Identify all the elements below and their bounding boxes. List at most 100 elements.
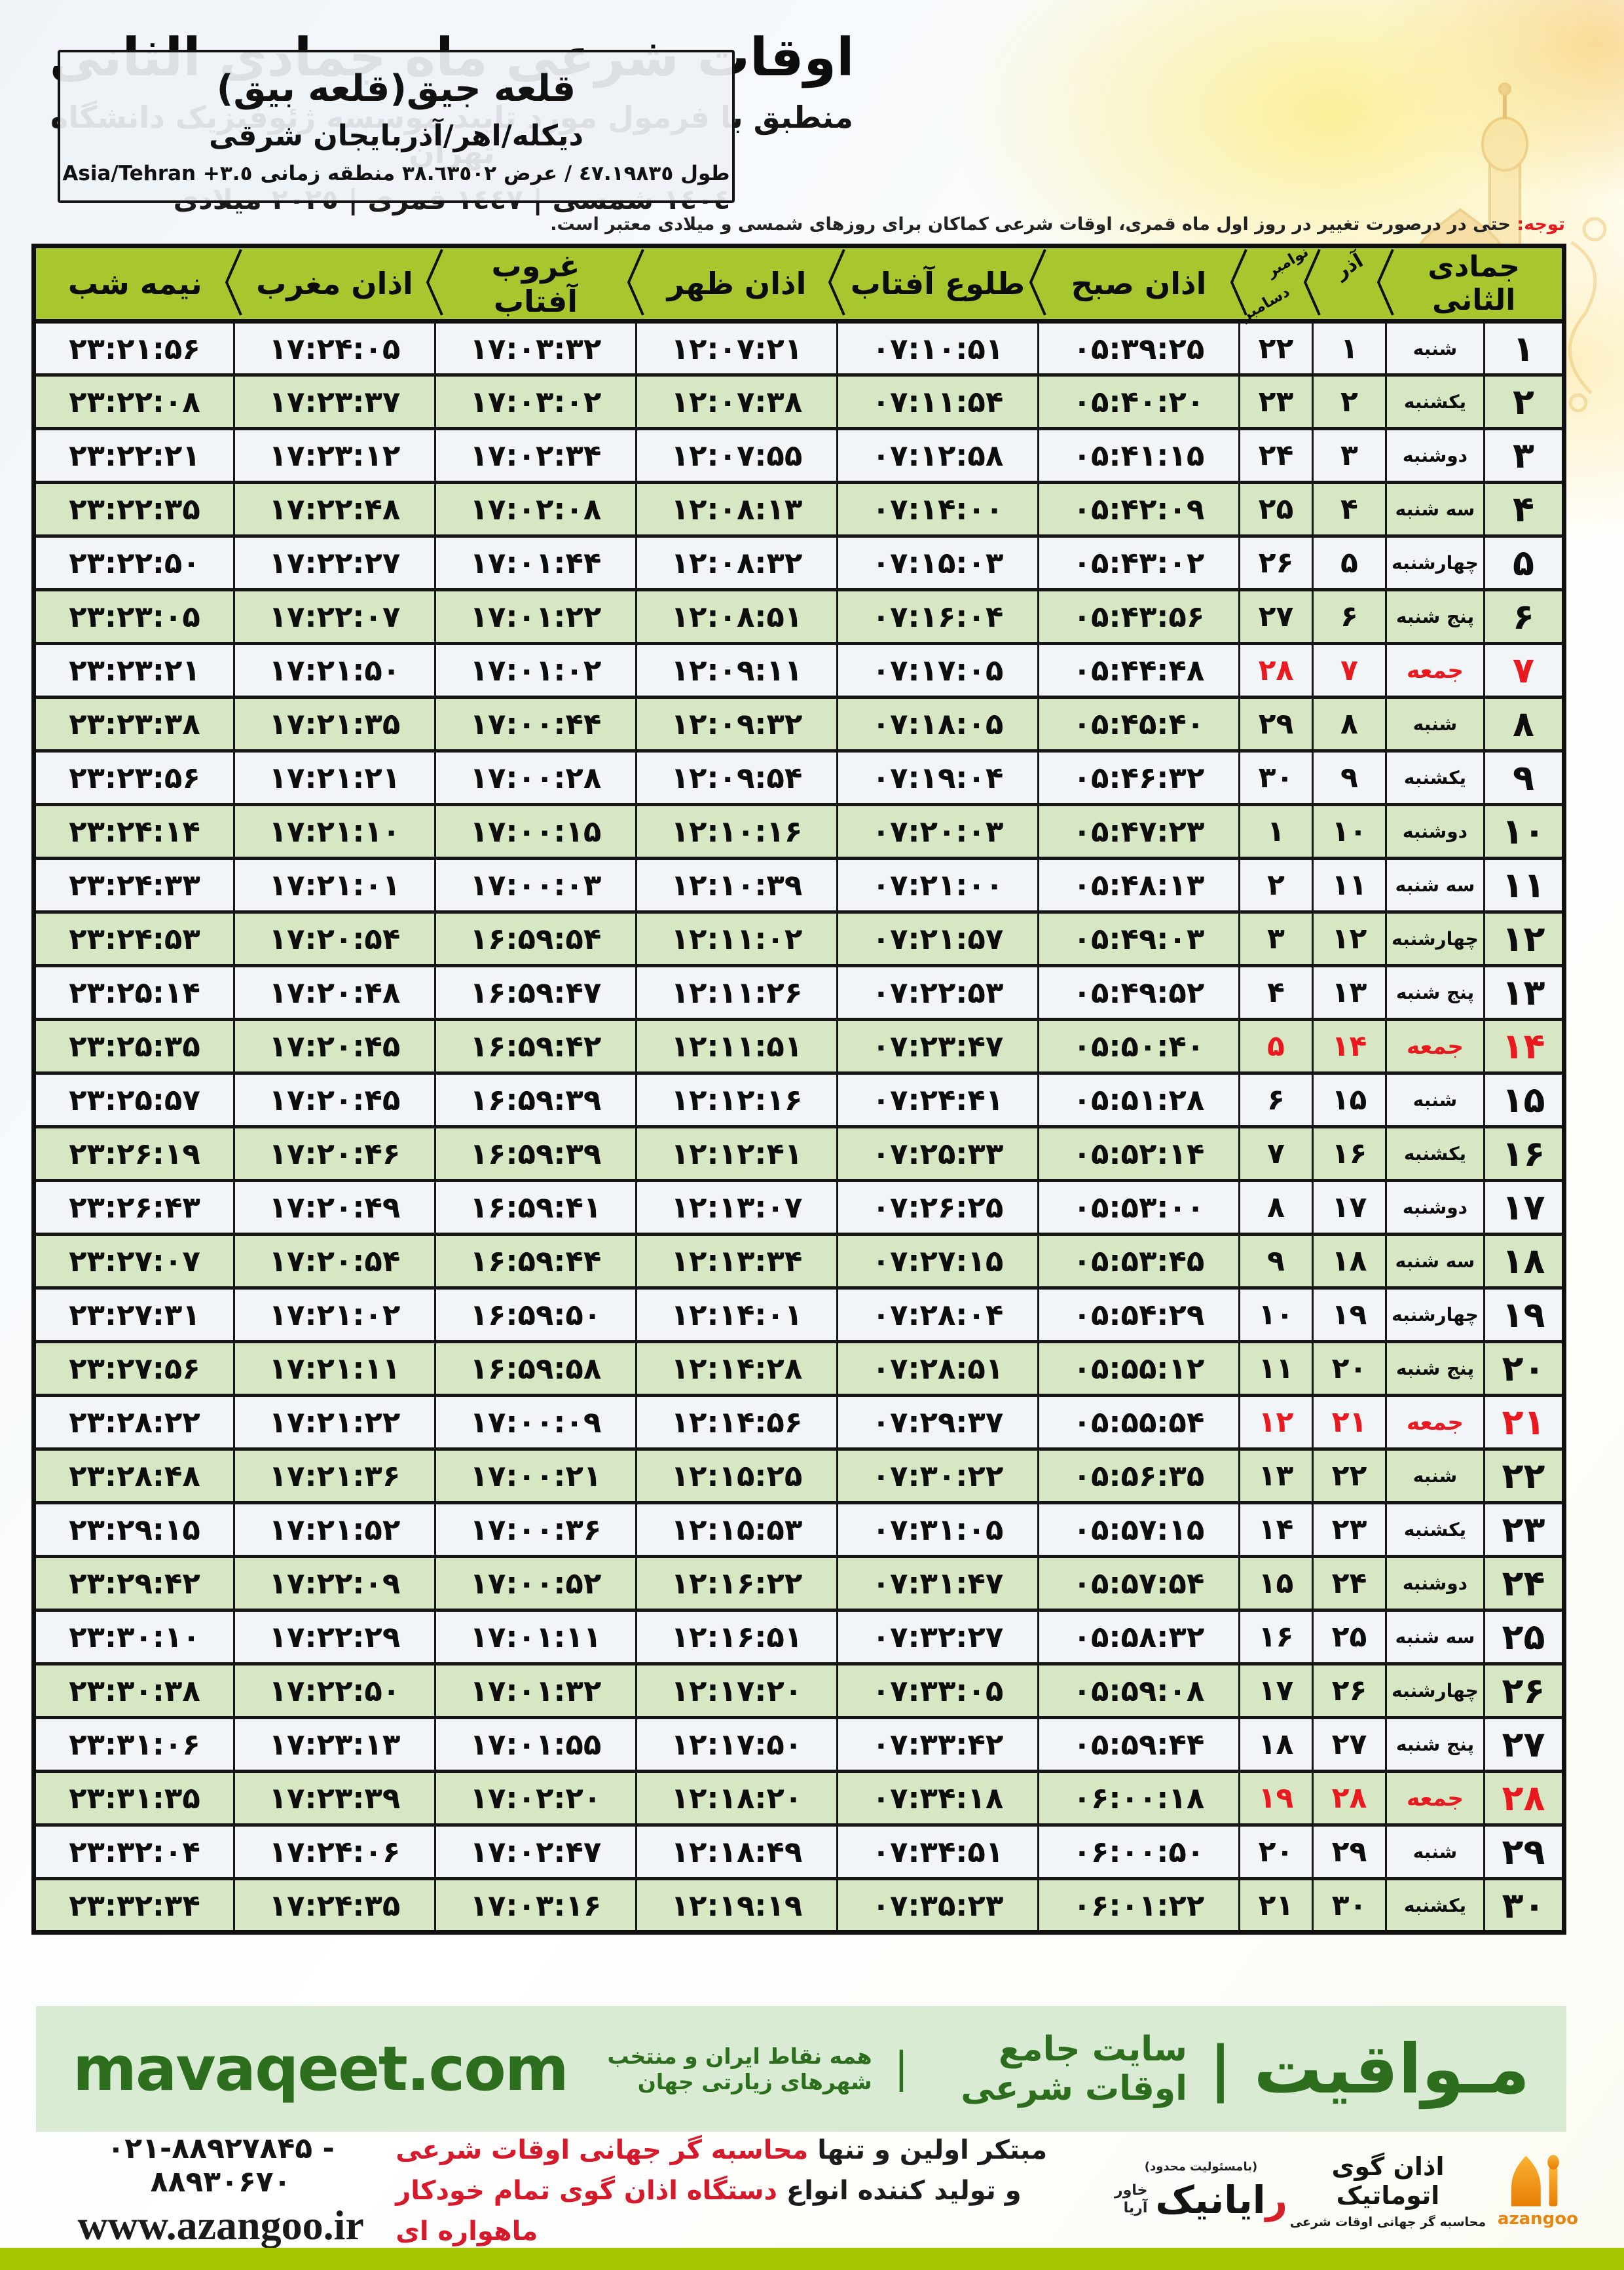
cell-jumada: ۱۳: [1483, 964, 1565, 1021]
cell-weekday: پنج شنبه: [1384, 964, 1486, 1021]
column-header-sunset-label: غروب آفتاب: [491, 248, 580, 319]
cell-jumada: ۲۹: [1483, 1823, 1565, 1880]
column-header-jumada: جمادی الثانی: [1377, 246, 1564, 324]
cell-azar: ۱: [1311, 320, 1387, 377]
cell-zohr: ۱۲:۱۴:۲۸: [635, 1340, 838, 1397]
column-header-midnight-label: نیمه شب: [67, 266, 202, 301]
cell-maghreb: ۱۷:۲۳:۳۹: [232, 1770, 436, 1827]
cell-sunrise: ۰۷:۱۷:۰۵: [836, 642, 1039, 699]
cell-midnight: ۲۳:۳۱:۰۶: [32, 1716, 235, 1773]
cell-jumada: ۸: [1483, 696, 1565, 753]
cell-azar: ۱۸: [1311, 1233, 1387, 1290]
cell-sunset: ۱۷:۰۰:۳۶: [434, 1501, 637, 1558]
rayanik-name: رایانیک: [1155, 2178, 1287, 2222]
rayanik-note: (بامسئولیت محدود): [1144, 2159, 1258, 2174]
cell-sunrise: ۰۷:۲۸:۰۴: [836, 1286, 1039, 1343]
promo-line2-black: و تولید کننده انواع: [786, 2176, 1022, 2206]
cell-azar: ۷: [1311, 642, 1387, 699]
azangoo-texts: اذان گوی اتوماتیک محاسبه گر جهانی اوقات …: [1287, 2152, 1488, 2229]
cell-midnight: ۲۳:۲۷:۵۶: [32, 1340, 235, 1397]
cell-greg: ۱۱: [1238, 1340, 1314, 1397]
cell-zohr: ۱۲:۱۰:۳۹: [635, 857, 838, 914]
cell-sunset: ۱۷:۰۰:۲۸: [434, 749, 637, 806]
cell-greg: ۲۷: [1238, 588, 1314, 645]
cell-midnight: ۲۳:۲۹:۱۵: [32, 1501, 235, 1558]
footer-strip: azangoo اذان گوی اتوماتیک محاسبه گر جهان…: [0, 2132, 1624, 2248]
azangoo-icon-wrap: azangoo: [1498, 2153, 1578, 2229]
cell-azar: ۸: [1311, 696, 1387, 753]
cell-greg: ۱۴: [1238, 1501, 1314, 1558]
column-header-sunrise: طلوع آفتاب: [828, 246, 1039, 324]
cell-weekday: پنج شنبه: [1384, 588, 1486, 645]
cell-zohr: ۱۲:۱۹:۱۹: [635, 1877, 838, 1934]
cell-zohr: ۱۲:۱۴:۰۱: [635, 1286, 838, 1343]
cell-midnight: ۲۳:۲۹:۴۲: [32, 1555, 235, 1612]
cell-sobh: ۰۶:۰۰:۱۸: [1037, 1770, 1240, 1827]
column-header-sunset: غروب آفتاب: [426, 246, 637, 324]
cell-weekday: یکشنبه: [1384, 749, 1486, 806]
cell-sunset: ۱۶:۵۹:۵۸: [434, 1340, 637, 1397]
cell-sunrise: ۰۷:۱۴:۰۰: [836, 481, 1039, 538]
cell-jumada: ۲۶: [1483, 1662, 1565, 1719]
cell-maghreb: ۱۷:۲۴:۰۵: [232, 320, 436, 377]
cell-maghreb: ۱۷:۲۳:۳۷: [232, 373, 436, 430]
cell-sunset: ۱۶:۵۹:۴۲: [434, 1018, 637, 1075]
cell-azar: ۲۸: [1311, 1770, 1387, 1827]
cell-zohr: ۱۲:۰۷:۲۱: [635, 320, 838, 377]
cell-zohr: ۱۲:۱۲:۱۶: [635, 1071, 838, 1128]
location-box: قلعه جیق(قلعه بیق) دیکله/اهر/آذربایجان ش…: [58, 50, 735, 203]
cell-midnight: ۲۳:۲۲:۰۸: [32, 373, 235, 430]
cell-weekday: دوشنبه: [1384, 1179, 1486, 1236]
cell-greg: ۴: [1238, 964, 1314, 1021]
cell-greg: ۲۳: [1238, 373, 1314, 430]
cell-azar: ۱۳: [1311, 964, 1387, 1021]
cell-sunset: ۱۷:۰۰:۰۳: [434, 857, 637, 914]
mosque-dome-icon: [1511, 2155, 1560, 2206]
cell-midnight: ۲۳:۳۲:۳۴: [32, 1877, 235, 1934]
cell-maghreb: ۱۷:۲۱:۳۵: [232, 696, 436, 753]
cell-sobh: ۰۵:۴۳:۰۲: [1037, 534, 1240, 591]
cell-weekday: پنج شنبه: [1384, 1340, 1486, 1397]
column-header-azar-label: آذر: [1331, 249, 1367, 284]
cell-jumada: ۲۷: [1483, 1716, 1565, 1773]
cell-jumada: ۱۲: [1483, 910, 1565, 967]
cell-jumada: ۱۹: [1483, 1286, 1565, 1343]
cell-zohr: ۱۲:۱۷:۵۰: [635, 1716, 838, 1773]
cell-greg: ۵: [1238, 1018, 1314, 1075]
cell-maghreb: ۱۷:۲۲:۰۹: [232, 1555, 436, 1612]
cell-azar: ۲۳: [1311, 1501, 1387, 1558]
cell-sunrise: ۰۷:۲۴:۴۱: [836, 1071, 1039, 1128]
table-row: ۳ دوشنبه ۳ ۲۴ ۰۵:۴۱:۱۵ ۰۷:۱۲:۵۸ ۱۲:۰۷:۵۵ ۱۷:۰۲:…: [32, 427, 1565, 484]
cell-sunrise: ۰۷:۳۱:۴۷: [836, 1555, 1039, 1612]
cell-sunset: ۱۷:۰۱:۵۵: [434, 1716, 637, 1773]
cell-midnight: ۲۳:۲۶:۴۳: [32, 1179, 235, 1236]
table-row: ۲۲ شنبه ۲۲ ۱۳ ۰۵:۵۶:۳۵ ۰۷:۳۰:۲۲ ۱۲:۱۵:۲۵ ۱۷:۰۰:…: [32, 1447, 1565, 1504]
cell-midnight: ۲۳:۲۲:۵۰: [32, 534, 235, 591]
cell-sobh: ۰۵:۳۹:۲۵: [1037, 320, 1240, 377]
cell-sunset: ۱۷:۰۱:۴۴: [434, 534, 637, 591]
cell-azar: ۱۹: [1311, 1286, 1387, 1343]
cell-midnight: ۲۳:۲۵:۵۷: [32, 1071, 235, 1128]
cell-jumada: ۲۳: [1483, 1501, 1565, 1558]
cell-azar: ۲۴: [1311, 1555, 1387, 1612]
cell-zohr: ۱۲:۱۵:۵۳: [635, 1501, 838, 1558]
cell-greg: ۶: [1238, 1071, 1314, 1128]
cell-midnight: ۲۳:۲۳:۳۸: [32, 696, 235, 753]
cell-sobh: ۰۵:۵۵:۱۲: [1037, 1340, 1240, 1397]
cell-weekday: سه شنبه: [1384, 481, 1486, 538]
table-row: ۷ جمعه ۷ ۲۸ ۰۵:۴۴:۴۸ ۰۷:۱۷:۰۵ ۱۲:۰۹:۱۱ ۱۷:۰۱:۰۲…: [32, 642, 1565, 699]
cell-midnight: ۲۳:۲۸:۴۸: [32, 1447, 235, 1504]
table-row: ۵ چهارشنبه ۵ ۲۶ ۰۵:۴۳:۰۲ ۰۷:۱۵:۰۳ ۱۲:۰۸:۳۲ ۱۷:۰…: [32, 534, 1565, 591]
cell-zohr: ۱۲:۱۴:۵۶: [635, 1394, 838, 1451]
cell-weekday: جمعه: [1384, 1018, 1486, 1075]
table-row: ۲۸ جمعه ۲۸ ۱۹ ۰۶:۰۰:۱۸ ۰۷:۳۴:۱۸ ۱۲:۱۸:۲۰ ۱۷:۰۲:…: [32, 1770, 1565, 1827]
cell-weekday: یکشنبه: [1384, 1877, 1486, 1934]
cell-greg: ۱۹: [1238, 1770, 1314, 1827]
cell-sunset: ۱۷:۰۳:۰۲: [434, 373, 637, 430]
cell-weekday: شنبه: [1384, 1823, 1486, 1880]
cell-zohr: ۱۲:۱۶:۵۱: [635, 1609, 838, 1665]
cell-sobh: ۰۵:۴۵:۴۰: [1037, 696, 1240, 753]
cell-zohr: ۱۲:۱۲:۴۱: [635, 1125, 838, 1182]
cell-maghreb: ۱۷:۲۱:۳۶: [232, 1447, 436, 1504]
table-row: ۱ شنبه ۱ ۲۲ ۰۵:۳۹:۲۵ ۰۷:۱۰:۵۱ ۱۲:۰۷:۲۱ ۱۷:۰۳:۳۲…: [32, 320, 1565, 377]
